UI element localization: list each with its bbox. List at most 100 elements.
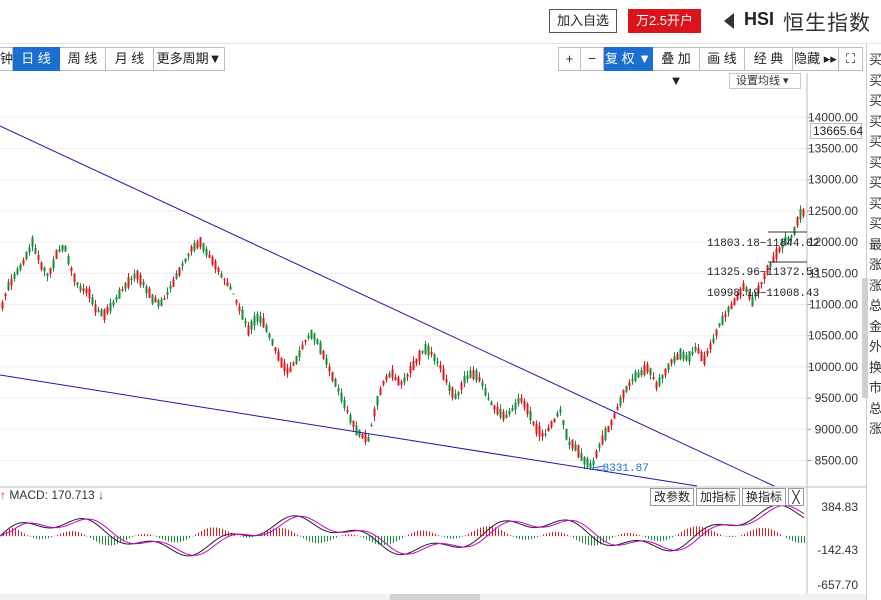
candle-body [121, 289, 124, 291]
tab-monthly[interactable]: 月 线 [106, 47, 154, 71]
candle-body [481, 381, 484, 387]
down-arrow-icon: ↓ [98, 488, 105, 502]
candle-body [268, 333, 271, 338]
candle-body [232, 293, 235, 295]
candle-body [520, 397, 523, 402]
candle-body [496, 407, 499, 415]
ma-setting-dropdown[interactable]: 设置均线 ▾ [729, 73, 801, 89]
adjust-button[interactable]: 复 权 ▼ [604, 47, 653, 71]
candle-body [163, 298, 166, 300]
macd-tick-label: -142.43 [817, 543, 858, 557]
candle-body [631, 378, 634, 382]
candle-body [211, 256, 214, 265]
candle-body [376, 396, 379, 406]
candle-body [4, 293, 7, 297]
candle-body [682, 352, 685, 360]
close-indicator-button[interactable]: ╳ [788, 488, 805, 506]
vertical-scrollbar[interactable] [862, 278, 868, 398]
top-header: 加入自选 万2.5开户 HSI 恒生指数 [0, 0, 881, 44]
candle-body [499, 408, 502, 418]
trend-lines [0, 125, 775, 487]
candle-body [796, 216, 799, 226]
candle-body [529, 410, 532, 421]
candle-body [607, 426, 610, 433]
candle-body [241, 309, 244, 320]
tab-minute[interactable]: 钟 [0, 47, 13, 71]
edit-params-button[interactable]: 改参数 [650, 488, 695, 506]
back-arrow-icon[interactable] [724, 13, 734, 29]
candle-body [49, 268, 52, 274]
candle-body [196, 241, 199, 249]
macd-panel [0, 504, 807, 557]
candle-body [61, 245, 64, 251]
candle-body [571, 439, 574, 449]
side-panel-label: 金 [869, 318, 881, 334]
fullscreen-icon[interactable]: ⛶ [839, 47, 863, 71]
candle-body [397, 377, 400, 386]
candle-body [325, 358, 328, 365]
candle-body [136, 270, 139, 280]
candle-body [742, 283, 745, 291]
candle-body [250, 320, 253, 330]
candle-body [418, 350, 421, 361]
open-account-button[interactable]: 万2.5开户 [628, 9, 701, 33]
candle-body [643, 364, 646, 375]
candle-body [154, 297, 157, 303]
tab-more-periods[interactable]: 更多周期▼ [154, 47, 225, 71]
chart-toolbar: 钟 日 线 周 线 月 线 更多周期▼ + − 复 权 ▼ 叠 加 ▼ 画 线 … [0, 46, 866, 88]
add-watchlist-button[interactable]: 加入自选 [549, 9, 617, 33]
candle-body [235, 300, 238, 304]
side-panel-label: 换 [869, 359, 881, 375]
horizontal-scroll-thumb[interactable] [390, 594, 480, 600]
macd-value: MACD: 170.713 [9, 488, 95, 502]
tab-daily[interactable]: 日 线 [13, 47, 60, 71]
macd-header: ↑ MACD: 170.713 ↓ [0, 488, 104, 506]
candle-body [274, 347, 277, 351]
candle-body [283, 362, 286, 372]
hide-button[interactable]: 隐藏 ▸▸ [793, 47, 839, 71]
candle-body [562, 420, 565, 425]
candle-body [172, 279, 175, 287]
zoom-in-button[interactable]: + [558, 47, 581, 71]
add-indicator-button[interactable]: 加指标 [696, 488, 741, 506]
overlay-button[interactable]: 叠 加 ▼ [653, 47, 700, 88]
candle-body [127, 276, 130, 288]
candle-body [424, 344, 427, 354]
tab-weekly[interactable]: 周 线 [60, 47, 106, 71]
candle-body [67, 255, 70, 264]
draw-line-button[interactable]: 画 线 [700, 47, 745, 71]
candle-body [775, 248, 778, 259]
candle-body [310, 330, 313, 339]
candle-body [103, 309, 106, 320]
candle-body [400, 381, 403, 385]
candle-body [133, 273, 136, 279]
candle-body [709, 343, 712, 350]
candle-body [403, 377, 406, 383]
candle-body [271, 338, 274, 346]
candle-body [157, 300, 160, 307]
switch-indicator-button[interactable]: 换指标 [742, 488, 787, 506]
chart-tools: + − 复 权 ▼ 叠 加 ▼ 画 线 经 典 隐藏 ▸▸ ⛶ [558, 47, 863, 88]
candle-body [589, 463, 592, 468]
candle-body [379, 388, 382, 395]
candle-body [772, 256, 775, 263]
candle-body [253, 315, 256, 326]
zoom-out-button[interactable]: − [581, 47, 604, 71]
candle-body [190, 246, 193, 252]
candle-body [505, 414, 508, 418]
candle-body [577, 445, 580, 458]
candle-body [421, 350, 424, 353]
candle-body [613, 413, 616, 419]
candle-body [616, 406, 619, 410]
side-panel-label: 买 [869, 216, 881, 231]
candle-body [292, 362, 295, 366]
candle-body [88, 288, 91, 299]
candle-body [637, 372, 640, 378]
price-tick-label: 11000.00 [809, 298, 858, 312]
candle-body [646, 364, 649, 373]
candle-body [640, 370, 643, 376]
candle-body [391, 369, 394, 378]
candle-body [550, 421, 553, 428]
classic-button[interactable]: 经 典 [745, 47, 793, 71]
